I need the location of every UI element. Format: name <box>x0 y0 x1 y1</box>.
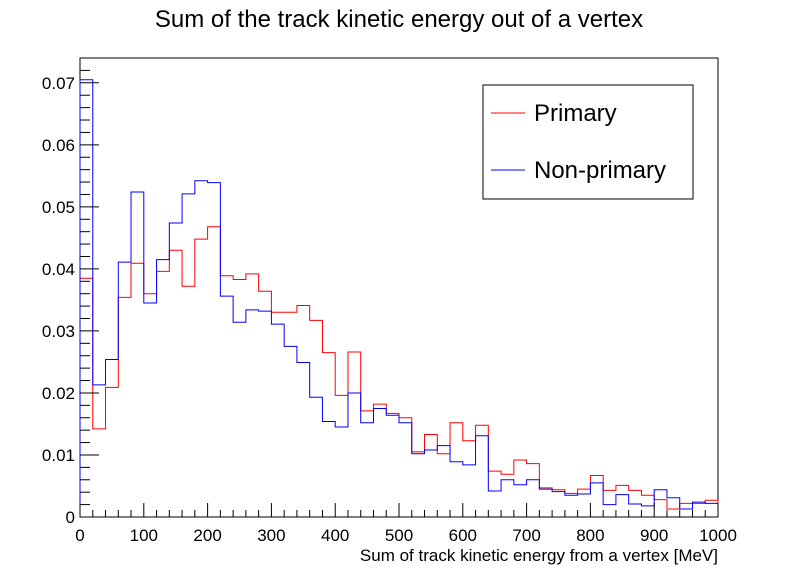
x-tick-label: 1000 <box>699 526 737 545</box>
x-tick-label: 800 <box>576 526 604 545</box>
y-tick-label: 0.02 <box>42 384 75 403</box>
y-tick-label: 0.07 <box>42 74 75 93</box>
x-tick-label: 900 <box>640 526 668 545</box>
x-tick-label: 200 <box>193 526 221 545</box>
y-tick-label: 0.01 <box>42 446 75 465</box>
y-tick-label: 0.05 <box>42 198 75 217</box>
x-tick-label: 700 <box>512 526 540 545</box>
legend: Primary Non-primary <box>482 84 694 200</box>
series-group <box>79 79 719 517</box>
x-tick-label: 600 <box>449 526 477 545</box>
chart-title: Sum of the track kinetic energy out of a… <box>155 6 643 33</box>
x-tick-label: 400 <box>321 526 349 545</box>
x-tick-label: 300 <box>257 526 285 545</box>
x-axis-label: Sum of track kinetic energy from a verte… <box>360 546 718 565</box>
y-tick-label: 0.04 <box>42 260 75 279</box>
x-tick-label: 500 <box>385 526 413 545</box>
legend-box <box>482 84 694 200</box>
axes-group: 0 100 200 300 400 500 600 700 800 900 1000 0 0.01 0.0… <box>42 57 737 545</box>
legend-label-primary: Primary <box>534 100 617 127</box>
series-line-non-primary <box>79 79 719 517</box>
x-tick-label: 100 <box>130 526 158 545</box>
y-tick-label: 0.03 <box>42 322 75 341</box>
y-tick-label: 0.06 <box>42 136 75 155</box>
x-tick-label: 0 <box>75 526 84 545</box>
y-tick-label: 0 <box>66 508 75 527</box>
legend-label-non-primary: Non-primary <box>534 157 666 184</box>
